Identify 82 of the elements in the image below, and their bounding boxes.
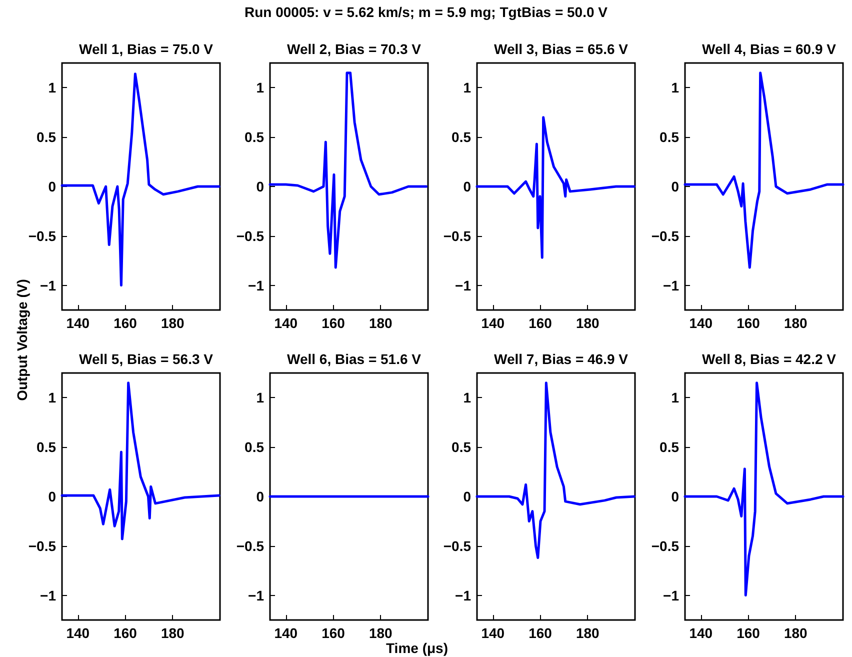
x-tick-label: 140	[274, 625, 298, 641]
chart-title: Well 2, Bias = 70.3 V	[287, 41, 422, 57]
y-tick-label: 0.5	[36, 439, 56, 456]
y-tick-label: 0	[256, 488, 264, 504]
y-tick-label: −0.5	[236, 228, 264, 244]
y-tick-label: −1	[40, 587, 56, 604]
y-tick-label: 0	[463, 488, 472, 504]
x-axis-title: Time (μs)	[385, 640, 449, 656]
y-tick-label: −0.5	[28, 228, 56, 244]
y-tick-label: 0.5	[244, 129, 264, 146]
y-tick-label: 0.5	[452, 439, 472, 456]
y-tick-label: 0.5	[452, 129, 472, 146]
y-tick-label: −0.5	[443, 538, 472, 554]
y-tick-label: −0.5	[236, 538, 264, 554]
y-tick-label: −0.5	[28, 538, 56, 554]
x-tick-label: 160	[322, 625, 346, 641]
chart-title: Well 4, Bias = 60.9 V	[702, 41, 837, 57]
y-tick-label: 1	[48, 390, 56, 406]
y-tick-label: −1	[248, 587, 264, 604]
y-tick-label: 0	[671, 178, 680, 194]
x-tick-label: 160	[736, 625, 760, 641]
y-tick-label: 0.5	[244, 439, 264, 456]
chart-title: Well 8, Bias = 42.2 V	[702, 351, 837, 367]
x-tick-label: 180	[784, 625, 808, 641]
x-tick-label: 180	[160, 315, 185, 331]
x-tick-label: 140	[481, 315, 505, 331]
line-series	[476, 116, 636, 259]
y-tick-label: 0	[256, 178, 264, 194]
y-tick-label: 0	[48, 488, 56, 504]
chart-title: Well 1, Bias = 75.0 V	[79, 41, 214, 57]
x-tick-label: 160	[736, 315, 760, 331]
chart-title: Well 5, Bias = 56.3 V	[79, 351, 214, 367]
x-tick-label: 140	[481, 625, 505, 641]
y-axis-title: Output Voltage (V)	[14, 279, 30, 401]
line-series	[268, 72, 428, 269]
x-tick-label: 180	[368, 625, 393, 641]
line-series	[684, 382, 844, 597]
chart-title: Well 3, Bias = 65.6 V	[494, 41, 629, 57]
y-tick-label: 1	[671, 390, 680, 406]
x-tick-label: 140	[274, 315, 298, 331]
y-tick-label: 1	[256, 80, 264, 96]
x-tick-label: 140	[66, 315, 90, 331]
y-tick-label: −0.5	[443, 228, 472, 244]
x-tick-label: 160	[114, 315, 138, 331]
text: Run 00005: v = 5.62 km/s; m = 5.9 mg; TgtBias = 50.0 V	[243, 4, 608, 20]
y-tick-label: 1	[256, 390, 264, 406]
y-tick-label: −1	[455, 277, 472, 294]
x-tick-label: 180	[576, 315, 600, 331]
x-tick-label: 160	[528, 625, 552, 641]
y-tick-label: 1	[463, 390, 472, 406]
y-tick-label: 0.5	[660, 129, 680, 146]
x-tick-label: 140	[689, 315, 713, 331]
x-tick-label: 140	[689, 625, 713, 641]
y-tick-label: 0.5	[660, 439, 680, 456]
x-tick-label: 160	[114, 625, 138, 641]
y-tick-label: 0.5	[36, 129, 56, 146]
x-tick-label: 140	[66, 625, 90, 641]
line-series	[60, 382, 220, 540]
y-tick-label: −1	[663, 587, 680, 604]
x-tick-label: 180	[160, 625, 185, 641]
chart-title: Well 7, Bias = 46.9 V	[494, 351, 629, 367]
y-tick-label: 0	[671, 488, 680, 504]
y-tick-label: 1	[671, 80, 680, 96]
y-tick-label: 1	[48, 80, 56, 96]
x-tick-label: 180	[784, 315, 808, 331]
x-tick-label: 160	[322, 315, 346, 331]
line-series	[684, 72, 844, 269]
y-tick-label: −1	[455, 587, 472, 604]
x-tick-label: 180	[368, 315, 393, 331]
chart-title: Well 6, Bias = 51.6 V	[287, 351, 422, 367]
y-tick-label: −1	[40, 277, 56, 294]
y-tick-label: 0	[463, 178, 472, 194]
line-series	[476, 382, 636, 560]
y-tick-label: −1	[248, 277, 264, 294]
line-series	[60, 72, 220, 287]
x-tick-label: 160	[528, 315, 552, 331]
y-tick-label: −0.5	[651, 538, 680, 554]
y-tick-label: 1	[463, 80, 472, 96]
y-tick-label: −1	[663, 277, 680, 294]
x-tick-label: 180	[576, 625, 600, 641]
y-tick-label: 0	[48, 178, 56, 194]
y-tick-label: −0.5	[651, 228, 680, 244]
